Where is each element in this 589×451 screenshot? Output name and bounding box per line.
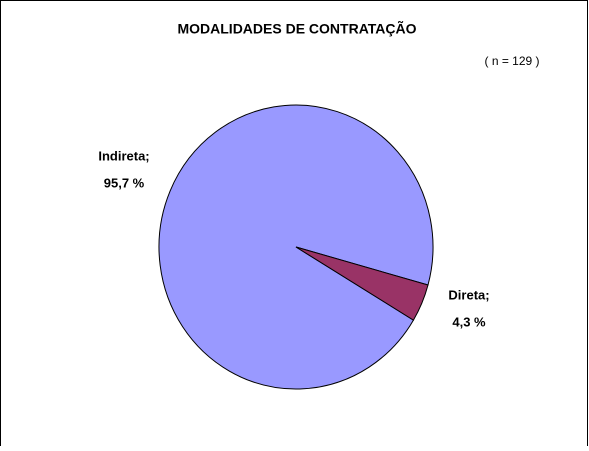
slice-value-label: 4,3 % [452,314,486,329]
pie-slice [295,246,429,321]
slice-label: Indireta; [98,148,149,163]
chart-title: MODALIDADES DE CONTRATAÇÃO [177,20,416,37]
chart-subtitle: ( n = 129 ) [484,54,539,68]
slice-label: Direta; [448,287,489,302]
slice-value-label: 95,7 % [104,175,145,190]
